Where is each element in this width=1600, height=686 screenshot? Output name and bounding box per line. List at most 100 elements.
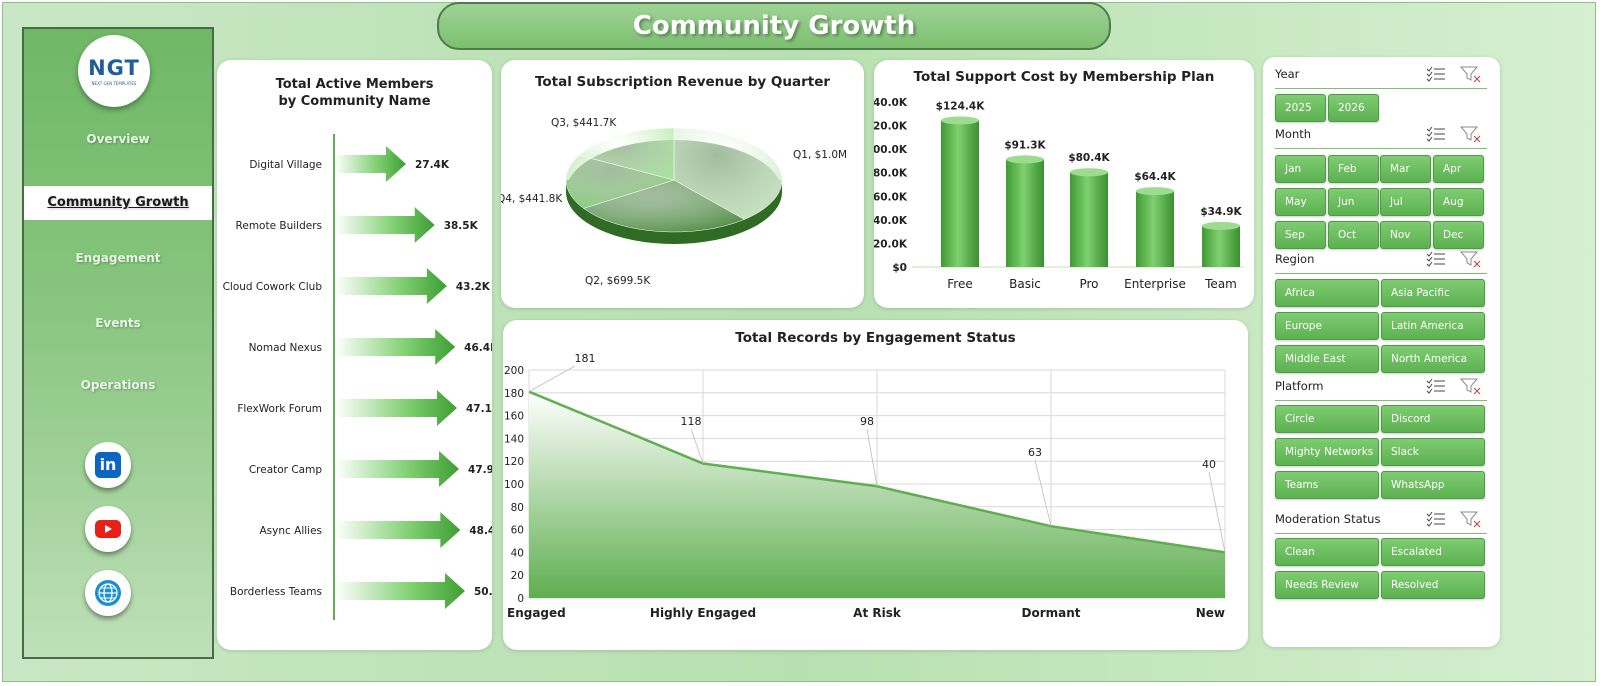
slicer-button-moderation-status-clean[interactable]: Clean: [1275, 538, 1379, 566]
clear-filter-icon[interactable]: [1459, 66, 1481, 83]
slicer-button-year-2025[interactable]: 2025: [1275, 94, 1326, 122]
slicer-button-month-mar[interactable]: Mar: [1380, 155, 1431, 183]
value-label-cloud-cowork-club: 43.2K: [456, 281, 491, 293]
leader-line: [1034, 459, 1052, 527]
pie-label-q4: Q4, $441.8K: [501, 193, 563, 205]
slicer-button-region-middle-east[interactable]: Middle East: [1275, 345, 1379, 373]
slicer-title-year: Year: [1275, 67, 1300, 81]
slicer-divider: [1275, 273, 1487, 274]
bar-top-team: [1202, 221, 1240, 230]
leader-line: [1208, 471, 1226, 553]
slicer-divider: [1275, 533, 1487, 534]
sidebar-item-engagement[interactable]: Engagement: [75, 251, 161, 265]
slicer-button-platform-slack[interactable]: Slack: [1381, 438, 1485, 466]
slicer-button-platform-mighty-networks[interactable]: Mighty Networks: [1275, 438, 1379, 466]
sidebar-item-overview[interactable]: Overview: [86, 132, 150, 146]
chart-title-engagement-status: Total Records by Engagement Status: [735, 330, 1016, 346]
youtube-button[interactable]: [85, 506, 131, 552]
y-tick-label: $100.0K: [874, 144, 908, 156]
chart-title-subscription-revenue: Total Subscription Revenue by Quarter: [534, 74, 831, 90]
y-tick-label: 60: [511, 525, 524, 537]
multi-select-icon[interactable]: [1426, 66, 1445, 82]
bar-pro: [1070, 172, 1108, 267]
chart-title-active-members: Total Active Members by Community Name: [275, 77, 434, 109]
slicer-button-region-africa[interactable]: Africa: [1275, 279, 1379, 307]
slicer-button-month-nov[interactable]: Nov: [1380, 221, 1431, 249]
slicer-button-month-jun[interactable]: Jun: [1328, 188, 1379, 216]
linkedin-button[interactable]: in: [85, 442, 131, 488]
clear-filter-icon[interactable]: [1459, 251, 1481, 268]
pie-slice-q2: [583, 179, 745, 233]
slicer-button-platform-circle[interactable]: Circle: [1275, 405, 1379, 433]
category-label-highly-engaged: Highly Engaged: [650, 606, 756, 620]
slicer-button-month-jul[interactable]: Jul: [1380, 188, 1431, 216]
clear-filter-icon[interactable]: [1459, 511, 1481, 528]
slicer-button-region-asia-pacific[interactable]: Asia Pacific: [1381, 279, 1485, 307]
sidebar-item-community-growth[interactable]: Community Growth: [24, 186, 212, 220]
bar-flexwork-forum: [335, 390, 457, 426]
y-tick-label: $140.0K: [874, 97, 908, 109]
slicer-button-moderation-status-resolved[interactable]: Resolved: [1381, 571, 1485, 599]
multi-select-icon[interactable]: [1426, 126, 1445, 142]
chart-card-active-members: Total Active Members by Community Name D…: [217, 60, 492, 650]
slicer-button-month-aug[interactable]: Aug: [1433, 188, 1484, 216]
bar-remote-builders: [335, 207, 435, 243]
category-label-digital-village: Digital Village: [249, 159, 322, 171]
slicer-toolbar: [1426, 378, 1481, 395]
clear-filter-icon[interactable]: [1459, 378, 1481, 395]
bar-creator-camp: [335, 451, 460, 487]
slicer-button-month-dec[interactable]: Dec: [1433, 221, 1484, 249]
sidebar-item-operations[interactable]: Operations: [80, 378, 156, 392]
youtube-icon: [95, 520, 121, 538]
bar-top-free: [941, 116, 979, 125]
sidebar-item-events[interactable]: Events: [95, 316, 141, 330]
slicer-toolbar: [1426, 251, 1481, 268]
category-label-basic: Basic: [1009, 277, 1041, 291]
slicer-button-month-feb[interactable]: Feb: [1328, 155, 1379, 183]
clear-filter-icon[interactable]: [1459, 126, 1481, 143]
value-label-remote-builders: 38.5K: [444, 220, 479, 232]
chart-title-support-cost: Total Support Cost by Membership Plan: [913, 69, 1215, 85]
pie-label-q1: Q1, $1.0M: [793, 149, 847, 161]
point-label-highly-engaged: 118: [681, 415, 702, 428]
support-cost-chart: $0 $20.0K $40.0K $60.0K $80.0K $100.0K $120.0K…: [874, 97, 1244, 291]
website-button[interactable]: [85, 570, 131, 616]
category-label-remote-builders: Remote Builders: [236, 220, 322, 232]
y-tick-label: 20: [511, 570, 524, 582]
multi-select-icon[interactable]: [1426, 251, 1445, 267]
category-label-at-risk: At Risk: [853, 606, 902, 620]
bar-value-team: $34.9K: [1200, 206, 1242, 218]
slicer-button-platform-teams[interactable]: Teams: [1275, 471, 1379, 499]
slicer-button-month-may[interactable]: May: [1275, 188, 1326, 216]
pie-label-q2: Q2, $699.5K: [585, 275, 651, 287]
multi-select-icon[interactable]: [1426, 378, 1445, 394]
slicer-button-month-sep[interactable]: Sep: [1275, 221, 1326, 249]
point-label-at-risk: 98: [860, 415, 874, 428]
sidebar: NGT NEXT GEN TEMPLATES Overview Communit…: [22, 27, 214, 659]
slicer-button-moderation-status-needs-review[interactable]: Needs Review: [1275, 571, 1379, 599]
slicer-button-region-europe[interactable]: Europe: [1275, 312, 1379, 340]
slicer-button-month-jan[interactable]: Jan: [1275, 155, 1326, 183]
category-label-creator-camp: Creator Camp: [249, 464, 323, 476]
multi-select-icon[interactable]: [1426, 511, 1445, 527]
slicer-button-platform-whatsapp[interactable]: WhatsApp: [1381, 471, 1485, 499]
slicer-title-platform: Platform: [1275, 379, 1324, 393]
y-tick-label: 140: [504, 433, 524, 445]
bar-free: [941, 120, 979, 267]
bar-async-allies: [335, 512, 461, 548]
slicer-button-month-oct[interactable]: Oct: [1328, 221, 1379, 249]
slicer-button-platform-discord[interactable]: Discord: [1381, 405, 1485, 433]
slicer-panel: Year 2025 2026 Month Jan Feb Mar Apr May Jun Jul Au…: [1263, 57, 1500, 647]
logo-mark: NGT: [88, 56, 140, 80]
ngt-logo: NGT NEXT GEN TEMPLATES: [78, 35, 150, 107]
slicer-title-month: Month: [1275, 127, 1312, 141]
y-tick-label: 80: [511, 502, 524, 514]
slicer-button-region-latin-america[interactable]: Latin America: [1381, 312, 1485, 340]
slicer-button-region-north-america[interactable]: North America: [1381, 345, 1485, 373]
leader-line: [866, 428, 878, 487]
slicer-button-month-apr[interactable]: Apr: [1433, 155, 1484, 183]
chart-card-support-cost: Total Support Cost by Membership Plan $0…: [874, 60, 1254, 308]
engagement-status-chart: 0 20 40 60 80 100 120 140 160 180 200 181 118 98 63 40 E…: [504, 352, 1226, 620]
slicer-button-moderation-status-escalated[interactable]: Escalated: [1381, 538, 1485, 566]
slicer-button-year-2026[interactable]: 2026: [1328, 94, 1379, 122]
